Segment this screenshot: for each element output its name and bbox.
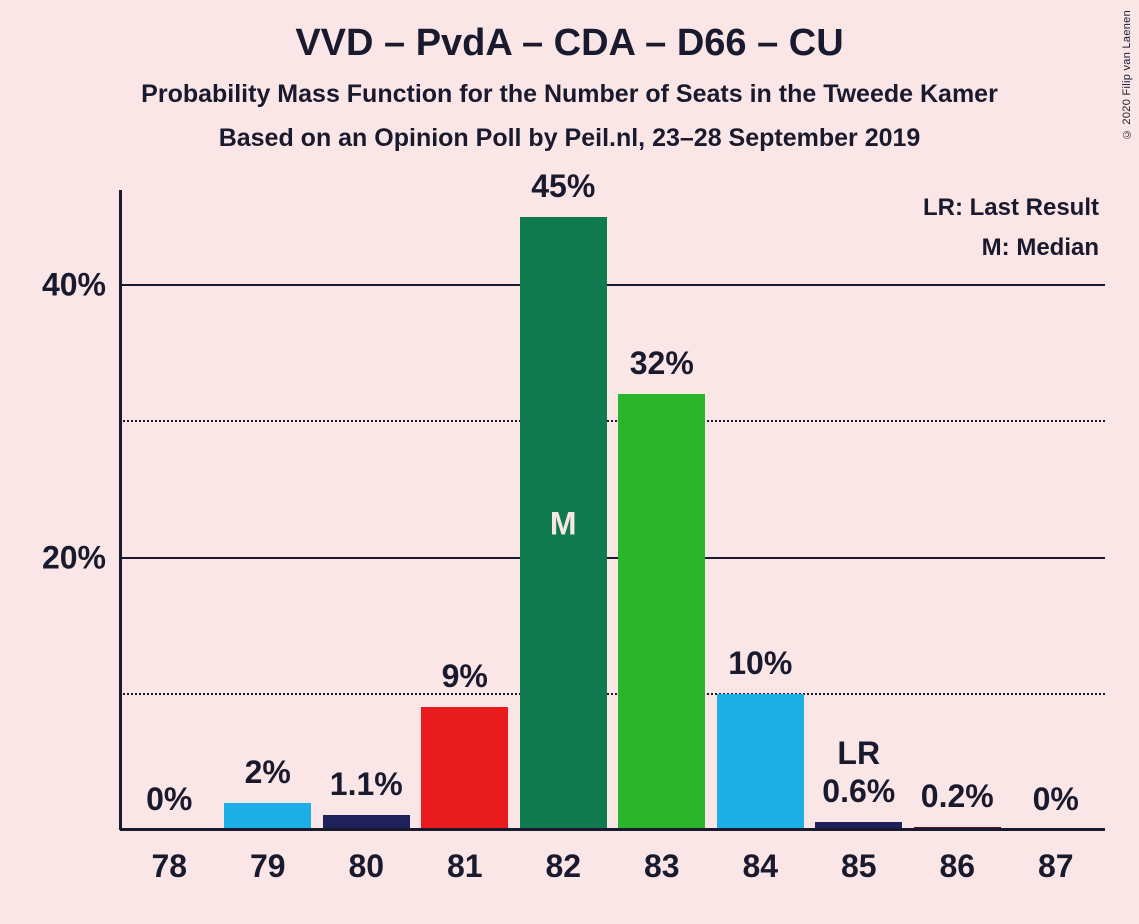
bar-value-label: 0% — [146, 781, 192, 818]
bar — [421, 707, 508, 830]
bar-slot: 0.2%86 — [908, 190, 1007, 830]
copyright-text: © 2020 Filip van Laenen — [1121, 10, 1133, 140]
bar-slot: 32%83 — [613, 190, 712, 830]
bar-annotation: LR — [837, 735, 880, 772]
bar-value-label: 0% — [1033, 781, 1079, 818]
bar-value-label: 2% — [245, 754, 291, 791]
x-tick-label: 85 — [841, 848, 877, 885]
bar — [618, 394, 705, 830]
bar-value-label: 9% — [442, 658, 488, 695]
chart-title: VVD – PvdA – CDA – D66 – CU — [0, 22, 1139, 65]
x-tick-label: 83 — [644, 848, 680, 885]
bar-value-label: 45% — [531, 168, 595, 205]
bar — [717, 694, 804, 830]
x-tick-label: 79 — [250, 848, 286, 885]
chart-bars: 0%782%791.1%809%81M45%8232%8310%840.6%LR… — [120, 190, 1105, 830]
bar-value-label: 0.6% — [822, 773, 895, 810]
bar-value-label: 32% — [630, 345, 694, 382]
chart-plot-area: 0%782%791.1%809%81M45%8232%8310%840.6%LR… — [120, 190, 1105, 830]
bar: M — [520, 217, 607, 830]
bar-slot: 1.1%80 — [317, 190, 416, 830]
bar-slot: 0%78 — [120, 190, 219, 830]
x-tick-label: 80 — [348, 848, 384, 885]
x-axis-line — [120, 828, 1105, 831]
bar-inner-label: M — [550, 505, 577, 542]
chart-subtitle-2: Based on an Opinion Poll by Peil.nl, 23–… — [0, 124, 1139, 153]
x-tick-label: 87 — [1038, 848, 1074, 885]
x-tick-label: 81 — [447, 848, 483, 885]
bar — [224, 803, 311, 830]
y-tick-label: 40% — [42, 267, 120, 304]
x-tick-label: 82 — [545, 848, 581, 885]
chart-subtitle-1: Probability Mass Function for the Number… — [0, 80, 1139, 109]
bar-slot: 9%81 — [416, 190, 515, 830]
bar-value-label: 10% — [728, 645, 792, 682]
bar-slot: 0.6%LR85 — [810, 190, 909, 830]
bar-slot: 0%87 — [1007, 190, 1106, 830]
bar-slot: 10%84 — [711, 190, 810, 830]
x-tick-label: 78 — [151, 848, 187, 885]
bar-slot: 2%79 — [219, 190, 318, 830]
bar-value-label: 1.1% — [330, 766, 403, 803]
y-tick-label: 20% — [42, 539, 120, 576]
bar-value-label: 0.2% — [921, 778, 994, 815]
bar-slot: M45%82 — [514, 190, 613, 830]
x-tick-label: 84 — [742, 848, 778, 885]
x-tick-label: 86 — [939, 848, 975, 885]
